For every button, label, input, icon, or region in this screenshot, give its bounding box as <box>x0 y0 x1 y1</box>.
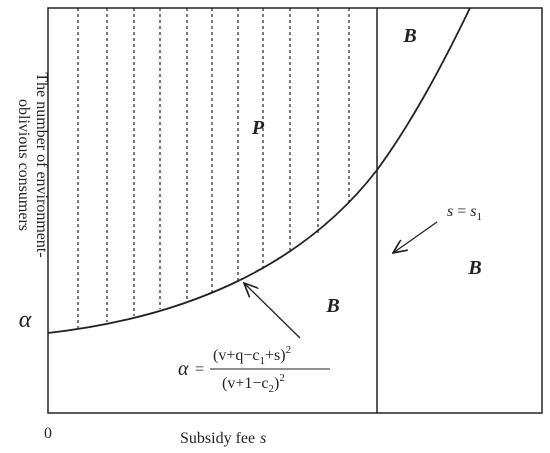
text-part: (v+q−c <box>213 347 259 364</box>
text-part: 2 <box>286 344 292 356</box>
text-part: 2 <box>268 383 274 395</box>
origin-label: 0 <box>44 425 52 442</box>
y-axis-label: The number of environment- oblivious con… <box>15 72 50 257</box>
text-part: = <box>457 203 466 220</box>
text-part: s <box>260 430 266 447</box>
text-part: +s) <box>265 347 286 364</box>
text-part: The number of environment- <box>33 72 50 257</box>
formula-arrow <box>244 283 301 339</box>
x-axis-label: Subsidy fee s <box>180 430 266 447</box>
plot-frame <box>47 7 543 414</box>
boundary-curve <box>47 7 471 334</box>
threshold-arrow <box>393 221 438 253</box>
formula: α = (v+q−c1+s)2 (v+1−c2)2 <box>178 344 330 395</box>
text-part: Subsidy fee <box>180 430 255 447</box>
text-part: oblivious consumers <box>15 99 32 231</box>
text-part: s <box>470 203 476 220</box>
region-label: B <box>402 25 416 47</box>
text-part: α <box>178 358 189 380</box>
hatching <box>77 8 350 328</box>
region-label: B <box>325 295 339 317</box>
threshold-label: s = s1 <box>447 203 482 223</box>
region-label: P <box>251 117 265 139</box>
text-part: 1 <box>259 355 265 367</box>
text-part: (v+1−c <box>222 375 268 392</box>
text-part: ) <box>274 375 279 392</box>
text-part: 2 <box>279 372 285 384</box>
y-axis-symbol: α <box>19 307 32 333</box>
text-part: 1 <box>477 211 483 223</box>
svg-text:(v+1−c2)2: (v+1−c2)2 <box>222 372 285 395</box>
text-part: = <box>195 361 204 378</box>
region-label: B <box>467 257 481 279</box>
svg-text:(v+q−c1+s)2: (v+q−c1+s)2 <box>213 344 291 367</box>
text-part: s <box>447 203 453 220</box>
